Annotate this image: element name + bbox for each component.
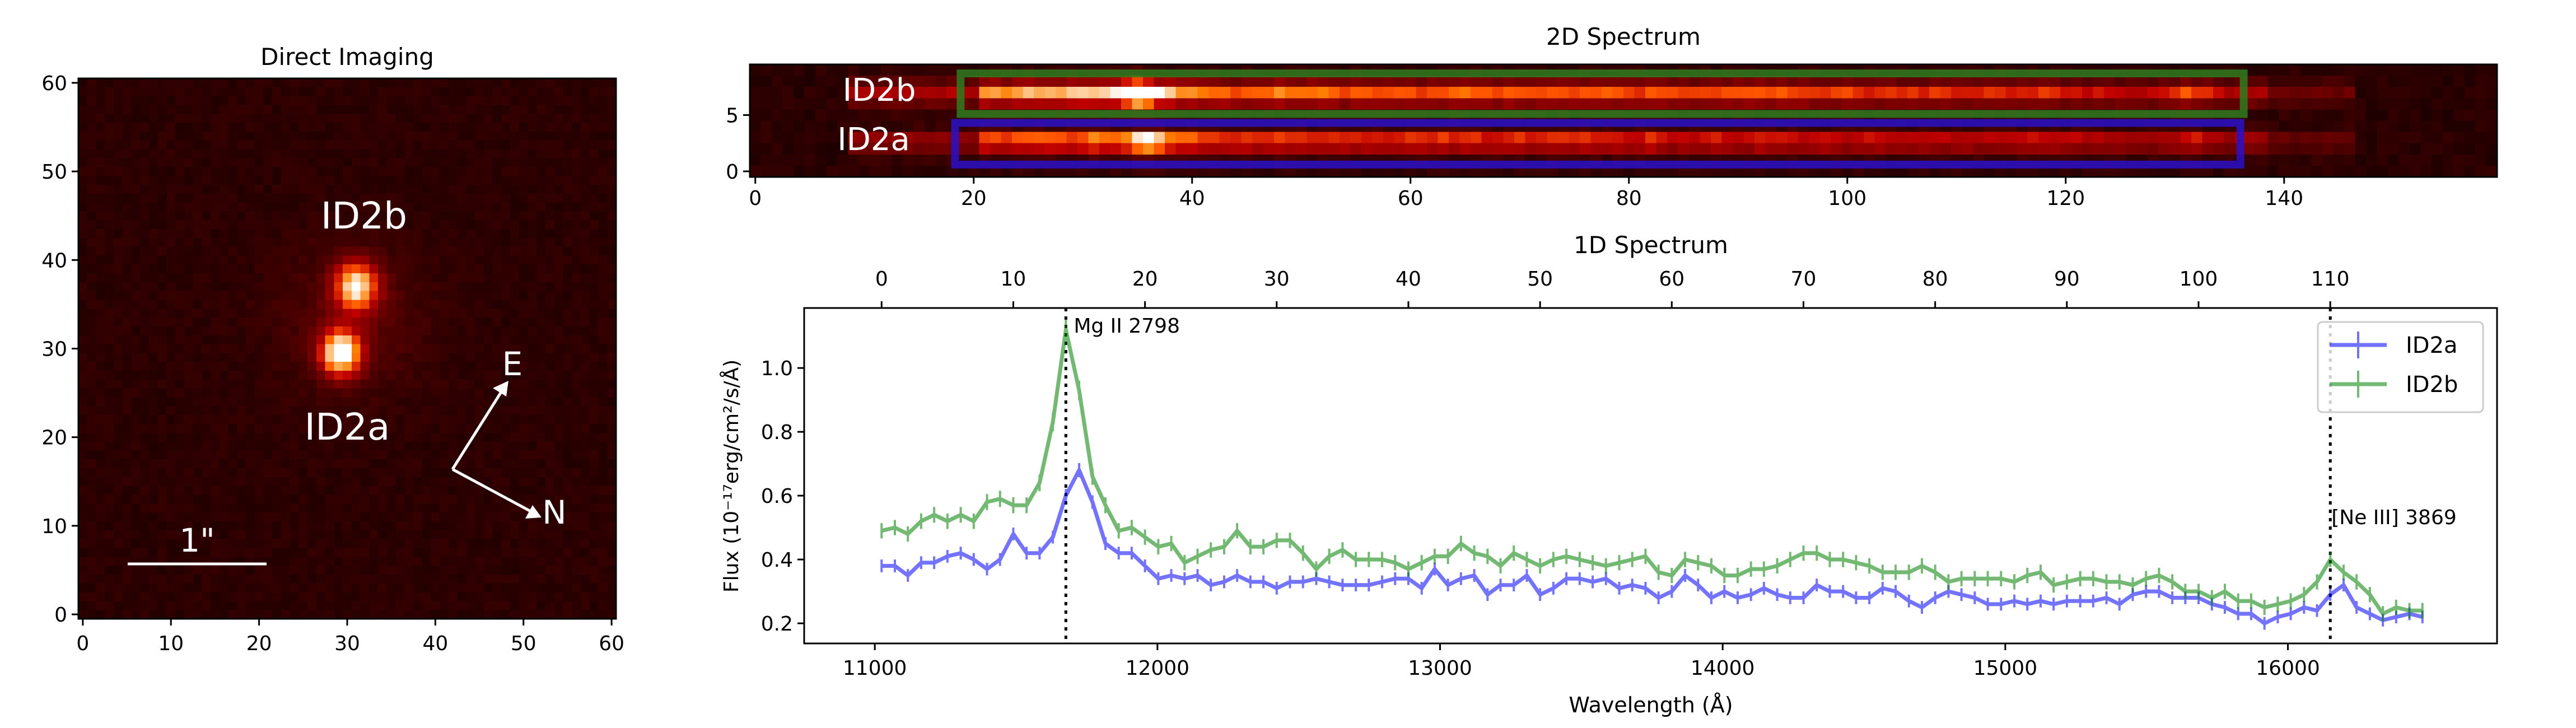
spectrum-2d-panel: 2D Spectrum 0 20 40 60 80 100 120 140 0 5 ID2b ID… (726, 23, 2498, 210)
compass-arrows (451, 381, 542, 519)
y-tick-label: 0.8 (761, 421, 793, 444)
legend-item-ID2b (2330, 371, 2387, 398)
top-x-tick-label: 50 (1527, 268, 1553, 291)
x-tick-label: 0 (76, 632, 89, 655)
scale-bar-label: 1" (179, 521, 215, 559)
y-tick-label: 50 (41, 161, 67, 184)
y-tick-label: 40 (41, 249, 67, 272)
top-x-tick-label: 60 (1659, 268, 1684, 291)
id2a-extraction-box (951, 119, 2244, 169)
label-id2b: ID2b (321, 194, 407, 237)
extraction-boxes (951, 69, 2248, 169)
x-tick-label: 40 (422, 632, 448, 655)
top-x-tick-label: 30 (1264, 268, 1290, 291)
series-ID2b (880, 319, 2424, 622)
top-x-tick-label: 110 (2311, 268, 2350, 291)
x-tick-label: 100 (1828, 187, 1866, 210)
spectrum-2d-label-id2b: ID2b (843, 72, 916, 109)
direct-imaging-frame (77, 77, 617, 620)
spectrum-2d-title: 2D Spectrum (1546, 23, 1701, 50)
x-tick-label: 15000 (1973, 657, 2038, 680)
x-tick-label: 30 (334, 632, 360, 655)
top-x-tick-label: 0 (875, 268, 888, 291)
x-tick-label: 120 (2046, 187, 2085, 210)
x-tick-label: 80 (1616, 187, 1642, 210)
compass-north-arrow (451, 468, 536, 515)
y-tick-label: 0 (726, 161, 739, 184)
x-tick-label: 20 (961, 187, 987, 210)
y-tick-label: 20 (41, 427, 67, 450)
spectrum-2d-frame (749, 63, 2498, 178)
direct-imaging-ticks: 0 10 20 30 40 50 60 0 10 20 30 40 50 60 (41, 72, 624, 655)
chart-ticks: 11000 12000 13000 14000 15000 16000 0.2 0.4 0.6 0… (761, 268, 2350, 680)
x-tick-label: 140 (2265, 187, 2303, 210)
top-x-tick-label: 80 (1922, 268, 1948, 291)
x-tick-label: 0 (749, 187, 762, 210)
x-axis-label: Wavelength (Å) (1569, 693, 1733, 717)
legend-label: ID2b (2406, 372, 2458, 398)
emission-lines: Mg II 2798 [Ne III] 3869 (1064, 308, 2457, 643)
direct-imaging-title: Direct Imaging (260, 43, 434, 71)
y-tick-label: 10 (41, 515, 67, 538)
x-tick-label: 60 (599, 632, 624, 655)
x-tick-label: 14000 (1691, 657, 1755, 680)
top-x-tick-label: 100 (2180, 268, 2218, 291)
chart-title: 1D Spectrum (1574, 231, 1728, 259)
series-line (881, 468, 2423, 626)
y-tick-label: 1.0 (761, 357, 793, 380)
top-x-tick-label: 70 (1791, 268, 1817, 291)
top-x-tick-label: 10 (1001, 268, 1026, 291)
y-tick-label: 0.4 (761, 549, 793, 572)
series-ID2a (880, 463, 2424, 630)
series-group (880, 319, 2424, 630)
x-tick-label: 50 (511, 632, 536, 655)
legend-box (2317, 321, 2484, 413)
top-x-tick-label: 40 (1396, 268, 1421, 291)
top-x-tick-label: 90 (2054, 268, 2080, 291)
direct-image (78, 78, 616, 619)
chart-frame (803, 307, 2498, 645)
y-axis-label: Flux (10⁻¹⁷erg/cm²/s/Å) (719, 360, 743, 592)
arrow-head-icon (525, 505, 542, 519)
label-id2a: ID2a (305, 405, 390, 449)
emission-line-label: Mg II 2798 (1074, 315, 1180, 338)
emission-line-label: [Ne III] 3869 (2331, 506, 2457, 529)
y-tick-label: 60 (41, 72, 67, 95)
x-tick-label: 11000 (843, 657, 907, 680)
x-tick-label: 13000 (1408, 657, 1472, 680)
y-tick-label: 0.6 (761, 485, 793, 508)
arrow-head-icon (493, 381, 508, 396)
x-tick-label: 10 (158, 632, 184, 655)
compass-e-label: E (502, 345, 523, 383)
id2b-extraction-box (956, 69, 2248, 118)
spectrum-1d-chart: 1D Spectrum Mg II 2798[Ne III] 3869 1100… (719, 231, 2498, 717)
x-tick-label: 20 (246, 632, 272, 655)
legend-item-ID2a (2330, 332, 2387, 358)
spectrum-2d-ticks: 0 20 40 60 80 100 120 140 0 5 (726, 104, 2303, 210)
x-tick-label: 16000 (2256, 657, 2320, 680)
y-tick-label: 0 (54, 604, 67, 627)
spectrum-2d-label-id2a: ID2a (837, 122, 910, 158)
x-tick-label: 40 (1179, 187, 1205, 210)
compass-east-arrow (451, 386, 506, 470)
top-x-tick-label: 20 (1132, 268, 1158, 291)
compass-n-label: N (542, 493, 566, 531)
y-tick-label: 0.2 (761, 613, 793, 636)
direct-imaging-panel: Direct Imaging 0 10 20 30 40 50 60 0 10 20 30 40 50 6… (41, 43, 624, 655)
x-tick-label: 12000 (1126, 657, 1190, 680)
y-tick-label: 5 (726, 104, 739, 127)
legend-label: ID2a (2406, 333, 2458, 358)
x-tick-label: 60 (1398, 187, 1424, 210)
legend: ID2a ID2b (2317, 321, 2484, 413)
series-line (881, 328, 2423, 616)
y-tick-label: 30 (41, 338, 67, 361)
